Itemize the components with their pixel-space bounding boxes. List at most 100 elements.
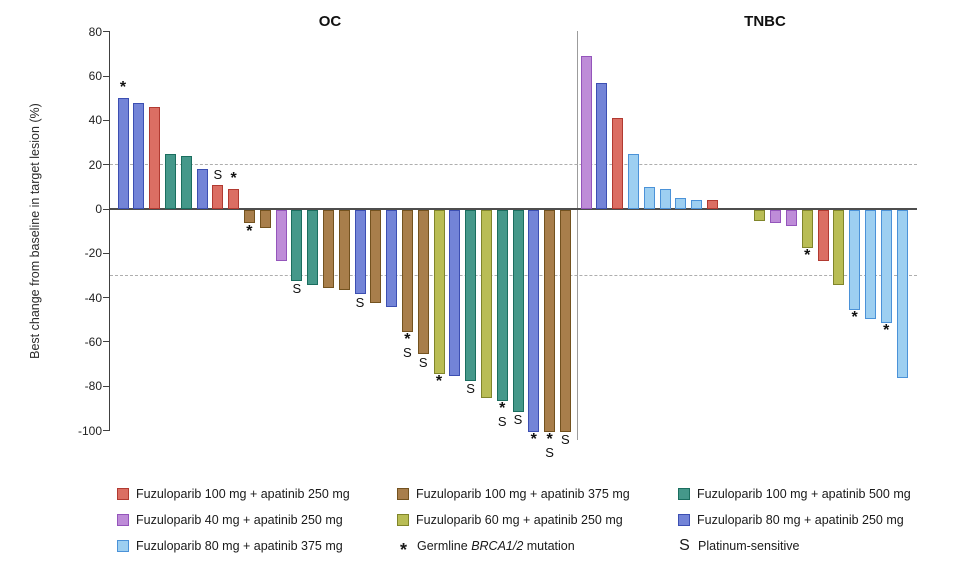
bar-oc-2 [133,102,145,209]
y-axis-tick [103,119,110,121]
bar-oc-12 [291,210,303,281]
bar-oc-9 [243,210,255,224]
legend: Fuzuloparib 100 mg + apatinib 250 mg Fuz… [117,487,927,560]
legend-item-fuzu100-apa250: Fuzuloparib 100 mg + apatinib 250 mg [117,487,397,501]
bar-oc-11 [275,210,287,261]
bar-oc-4 [164,153,176,209]
y-axis-tick-label: -80 [84,379,102,394]
brca-asterisk-marker: * [804,247,811,265]
platinum-s-marker: S [561,432,570,448]
y-axis-tick [103,297,110,299]
group-divider-line [577,31,578,440]
y-axis-tick-label: -100 [77,423,102,438]
platinum-s-marker: S [545,444,554,460]
platinum-s-marker: S [418,354,428,370]
legend-swatch-blue [678,514,690,526]
reference-line-20 [110,164,917,166]
legend-label: Fuzuloparib 40 mg + apatinib 250 mg [136,513,343,527]
bar-oc-18 [386,210,398,308]
y-axis-tick-label: -20 [84,246,102,261]
bar-oc-29 [559,210,571,432]
zero-baseline [110,208,917,210]
brca-asterisk-marker: * [119,79,127,97]
brca-asterisk-marker: * [851,309,858,327]
legend-label: Germline BRCA1/2 mutation [417,539,575,553]
legend-swatch-brown [397,488,409,500]
bar-oc-15 [338,210,350,290]
bar-oc-14 [322,210,334,288]
legend-item-fuzu60-apa250: Fuzuloparib 60 mg + apatinib 250 mg [397,513,678,527]
bar-oc-25 [496,210,508,401]
platinum-s-marker: S [292,281,302,297]
bar-tnbc-4 [627,153,639,209]
platinum-s-marker: S [513,412,523,428]
y-axis-tick-label: -40 [84,290,102,305]
platinum-s-marker: S [466,381,475,397]
brca-asterisk-marker: * [530,431,537,449]
legend-label: Fuzuloparib 80 mg + apatinib 250 mg [697,513,904,527]
bar-tnbc-2 [596,82,608,209]
brca-asterisk-marker: * [499,400,506,418]
brca-asterisk-marker: * [404,331,411,349]
bar-tnbc-17 [833,210,845,286]
bar-tnbc-16 [817,210,829,261]
y-axis-tick-label: 80 [88,24,102,39]
legend-swatch-purple [117,514,129,526]
legend-swatch-lightblue [117,540,129,552]
bar-oc-26 [512,210,524,412]
bar-oc-27 [528,210,540,432]
legend-item-fuzu80-apa250: Fuzuloparib 80 mg + apatinib 250 mg [678,513,927,527]
legend-label-gene: BRCA1/2 [471,539,524,553]
bar-tnbc-7 [675,197,687,209]
bar-oc-22 [449,210,461,377]
bar-tnbc-5 [643,186,655,209]
y-axis-tick [103,208,110,210]
bar-tnbc-3 [612,118,624,209]
bar-tnbc-14 [785,210,797,226]
bar-oc-19 [401,210,413,332]
asterisk-marker-symbol: * [399,540,407,560]
bar-oc-28 [544,210,556,432]
legend-label: Fuzuloparib 100 mg + apatinib 250 mg [136,487,350,501]
y-axis-tick [103,430,110,432]
y-axis-tick [103,164,110,166]
bar-oc-23 [465,210,477,381]
legend-item-fuzu100-apa500: Fuzuloparib 100 mg + apatinib 500 mg [678,487,927,501]
legend-label: Fuzuloparib 60 mg + apatinib 250 mg [416,513,623,527]
bar-oc-20 [417,210,429,354]
bar-oc-21 [433,210,445,374]
legend-item-germline-brca-mutation: * Germline BRCA1/2 mutation [397,539,678,560]
legend-item-fuzu80-apa375: Fuzuloparib 80 mg + apatinib 375 mg [117,539,397,553]
brca-asterisk-marker: * [883,322,890,340]
bar-tnbc-8 [691,200,703,209]
legend-item-fuzu40-apa250: Fuzuloparib 40 mg + apatinib 250 mg [117,513,397,527]
bar-tnbc-15 [801,210,813,248]
bar-tnbc-6 [659,189,671,209]
bar-tnbc-21 [896,210,908,379]
y-axis-tick-label: 20 [88,157,102,172]
legend-label-part: Germline [417,539,472,553]
legend-item-platinum-sensitive: S Platinum-sensitive [678,538,927,554]
legend-label: Fuzuloparib 80 mg + apatinib 375 mg [136,539,343,553]
bar-oc-16 [354,210,366,295]
y-axis-tick-label: 60 [88,69,102,84]
bar-tnbc-18 [849,210,861,310]
legend-label: Fuzuloparib 100 mg + apatinib 500 mg [697,487,911,501]
bar-oc-6 [196,169,208,209]
bar-oc-8 [228,189,240,209]
y-axis-tick [103,385,110,387]
bar-tnbc-1 [580,56,592,209]
platinum-s-marker: S [213,166,223,182]
brca-asterisk-marker: * [435,373,443,391]
group-title-oc: OC [318,13,342,30]
bar-tnbc-20 [880,210,892,323]
platinum-s-marker: S [497,413,507,429]
bar-oc-5 [180,155,192,209]
bar-oc-3 [149,107,161,209]
bar-oc-13 [307,210,319,286]
brca-asterisk-marker: * [246,222,253,240]
bar-oc-10 [259,210,271,228]
legend-swatch-teal [678,488,690,500]
bar-oc-1 [117,98,129,209]
y-axis-tick [103,252,110,254]
